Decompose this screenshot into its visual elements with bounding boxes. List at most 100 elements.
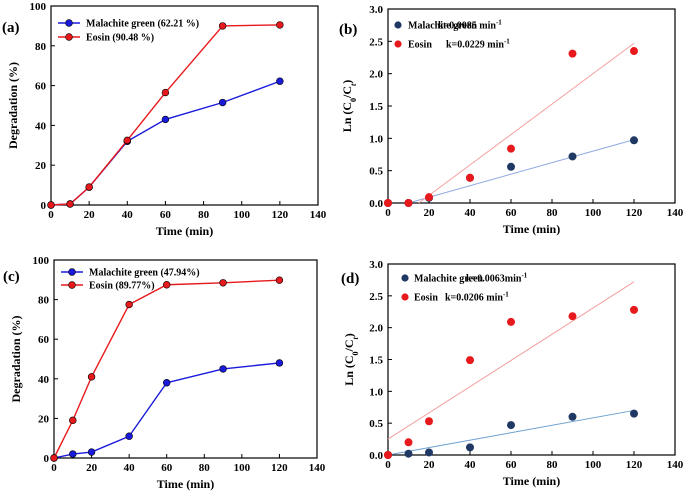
data-point bbox=[425, 417, 433, 426]
legend-marker bbox=[65, 33, 73, 41]
y-axis-title: Degradation (%) bbox=[9, 316, 23, 403]
chart-panel-1: 0 20 40 60 80 100 120 140 0 20 40 60 80 100 Time (min)… bbox=[2, 1, 327, 238]
data-point bbox=[466, 173, 474, 182]
y-axis-title: Degradation (%) bbox=[6, 62, 20, 149]
data-point bbox=[630, 305, 638, 314]
y-axis-title: Ln (C0/Ct) bbox=[340, 80, 358, 133]
data-point bbox=[163, 281, 171, 289]
legend-entry: Eosin k=0.0229 min-1 bbox=[394, 38, 510, 51]
x-tick-label: 60 bbox=[161, 462, 173, 474]
y-tick-label: 0 bbox=[44, 453, 50, 465]
data-point bbox=[507, 317, 515, 326]
data-point bbox=[87, 448, 96, 456]
legend-marker bbox=[401, 293, 409, 301]
legend-entry: Eosin k=0.0206 min-1 bbox=[401, 291, 509, 304]
data-point bbox=[219, 279, 227, 287]
x-tick-label: 20 bbox=[424, 459, 436, 471]
plot-frame bbox=[53, 259, 318, 459]
panel-label: (d) bbox=[341, 271, 359, 287]
data-point bbox=[630, 47, 638, 56]
panel-label: (b) bbox=[339, 22, 357, 38]
data-point bbox=[568, 312, 577, 321]
y-tick-label: 0 bbox=[41, 200, 47, 212]
chart-panel-3: 0 20 40 60 80 100 120 140 0 20 40 60 80 100 Time (min)… bbox=[3, 255, 326, 491]
x-axis-title: Time (min) bbox=[157, 477, 214, 491]
x-tick-label: 100 bbox=[233, 209, 250, 221]
data-point bbox=[50, 454, 58, 462]
y-tick-label: 2.5 bbox=[369, 36, 383, 48]
data-point bbox=[507, 144, 515, 153]
data-point bbox=[630, 409, 638, 418]
x-axis-title: Time (min) bbox=[503, 474, 560, 488]
fit-line bbox=[387, 281, 635, 440]
legend-marker bbox=[394, 21, 402, 29]
series-line bbox=[53, 279, 280, 459]
legend-label: Malachite green bbox=[408, 21, 477, 32]
x-tick-label: 80 bbox=[547, 207, 559, 219]
data-point bbox=[69, 450, 77, 458]
y-tick-label: 0.0 bbox=[369, 450, 383, 462]
legend-label: Malachite green bbox=[414, 274, 483, 285]
data-point bbox=[275, 276, 284, 284]
legend-marker bbox=[68, 281, 76, 289]
series-line bbox=[50, 80, 281, 206]
legend-rate: k=0.0229 min-1 bbox=[446, 38, 510, 51]
legend-entry: Malachite green (62.21 %) bbox=[58, 19, 199, 30]
data-point bbox=[404, 449, 413, 458]
x-tick-label: 60 bbox=[506, 207, 518, 219]
x-tick-label: 80 bbox=[547, 459, 559, 471]
fit-line bbox=[418, 42, 635, 204]
data-point bbox=[161, 115, 170, 124]
x-tick-label: 40 bbox=[122, 209, 134, 221]
x-tick-label: 120 bbox=[626, 207, 643, 219]
x-tick-label: 120 bbox=[271, 462, 288, 474]
plot-frame bbox=[50, 5, 319, 206]
y-tick-label: 20 bbox=[38, 413, 50, 425]
legend-label: Malachite green (47.94%) bbox=[89, 268, 200, 279]
data-point bbox=[123, 136, 131, 145]
series-1 bbox=[47, 77, 284, 209]
panel-label: (c) bbox=[3, 269, 20, 285]
y-tick-label: 2.0 bbox=[369, 69, 383, 81]
x-tick-label: 40 bbox=[465, 207, 477, 219]
y-tick-label: 80 bbox=[35, 41, 47, 53]
y-tick-label: 3.0 bbox=[369, 259, 383, 271]
y-tick-label: 0.0 bbox=[369, 198, 383, 210]
x-axis-title: Time (min) bbox=[156, 224, 213, 238]
x-tick-label: 80 bbox=[199, 462, 211, 474]
x-tick-label: 140 bbox=[309, 462, 326, 474]
x-tick-label: 20 bbox=[86, 462, 98, 474]
y-tick-label: 60 bbox=[38, 334, 50, 346]
x-tick-label: 0 bbox=[385, 459, 391, 471]
y-tick-label: 80 bbox=[38, 295, 50, 307]
y-tick-label: 20 bbox=[35, 160, 47, 172]
x-tick-label: 140 bbox=[667, 459, 684, 471]
x-tick-label: 60 bbox=[506, 459, 518, 471]
x-tick-label: 140 bbox=[310, 209, 327, 221]
series-2 bbox=[384, 42, 638, 207]
y-tick-label: 0.5 bbox=[369, 418, 383, 430]
data-point bbox=[66, 200, 74, 208]
y-tick-label: 2.5 bbox=[369, 291, 383, 303]
legend-label: Eosin (89.77%) bbox=[89, 281, 155, 292]
x-tick-label: 100 bbox=[234, 462, 251, 474]
data-point bbox=[425, 448, 433, 457]
data-point bbox=[218, 22, 227, 30]
data-point bbox=[568, 49, 577, 58]
x-tick-label: 0 bbox=[385, 207, 391, 219]
chart-panel-2: 0 20 40 60 80 100 120 140 0.0 0.5 1.0 1.5 2.0 2.5 3.0 T… bbox=[339, 4, 684, 236]
data-point bbox=[507, 162, 515, 171]
y-tick-label: 1.0 bbox=[369, 133, 383, 145]
y-tick-label: 100 bbox=[33, 255, 50, 267]
x-tick-label: 80 bbox=[198, 209, 210, 221]
data-point bbox=[384, 199, 392, 207]
data-point bbox=[125, 300, 133, 309]
x-tick-label: 20 bbox=[424, 207, 436, 219]
y-axis-title: Ln (C0/Ct) bbox=[342, 333, 360, 386]
x-tick-label: 120 bbox=[626, 459, 643, 471]
data-point bbox=[466, 356, 474, 365]
fit-line bbox=[408, 139, 635, 204]
x-tick-label: 140 bbox=[667, 207, 684, 219]
